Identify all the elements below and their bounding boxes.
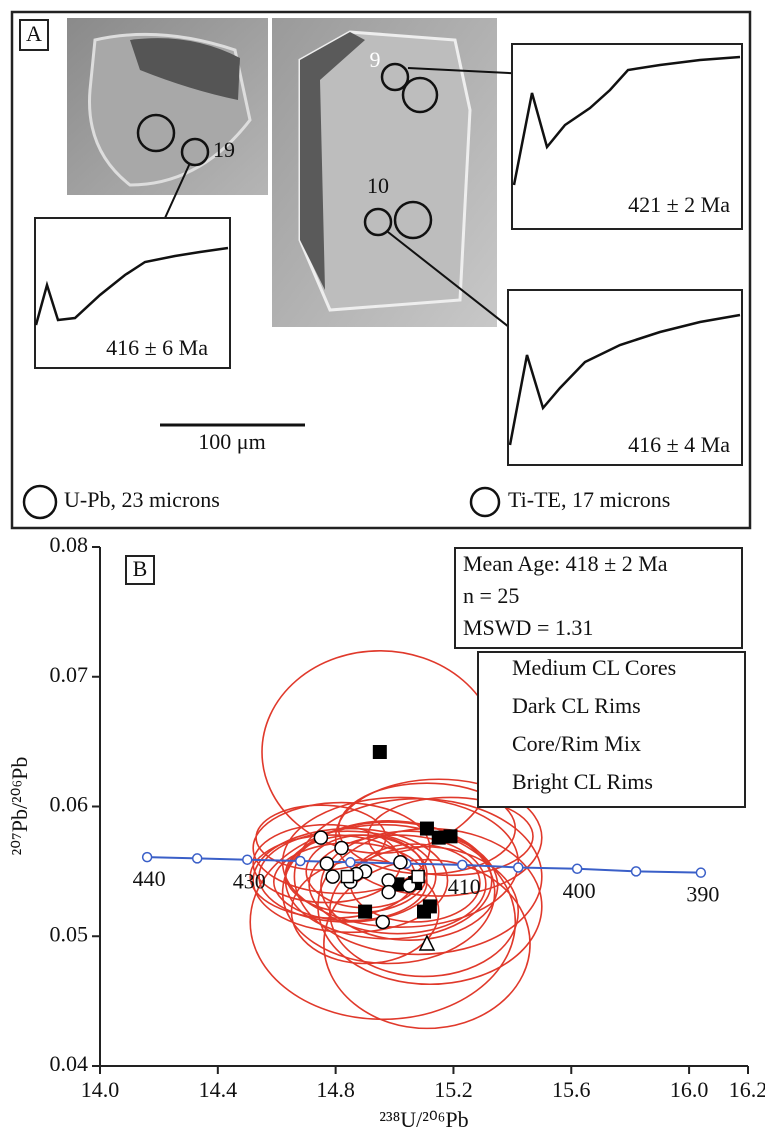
point <box>341 871 353 883</box>
point <box>358 905 372 919</box>
scale-label: 100 μm <box>198 429 265 454</box>
point <box>376 915 389 928</box>
x-tick-label: 15.2 <box>434 1077 473 1102</box>
concordia-marker <box>193 854 202 863</box>
point <box>326 870 339 883</box>
legend-label: U-Pb, 23 microns <box>64 487 220 512</box>
spot-label: 19 <box>213 137 235 162</box>
y-tick-label: 0.07 <box>50 662 89 687</box>
legend-label: Ti-TE, 17 microns <box>508 487 670 512</box>
x-tick-label: 16.2 <box>729 1077 765 1102</box>
x-tick-label: 14.4 <box>199 1077 238 1102</box>
legend-symbol <box>471 488 499 516</box>
x-tick-label: 14.0 <box>81 1077 120 1102</box>
stats-text: n = 25 <box>463 583 519 608</box>
concordia-marker <box>514 863 523 872</box>
concordia-marker <box>243 855 252 864</box>
y-axis-label: ²⁰⁷Pb/²⁰⁶Pb <box>7 757 32 856</box>
y-tick-label: 0.06 <box>50 792 89 817</box>
y-tick-label: 0.04 <box>50 1051 89 1076</box>
legend-label: Bright CL Rims <box>512 769 653 794</box>
y-tick-label: 0.08 <box>50 532 89 557</box>
legend-label: Medium CL Cores <box>512 655 676 680</box>
figure: A 19 9 10 <box>0 0 765 1135</box>
point <box>432 831 446 845</box>
x-tick-label: 14.8 <box>316 1077 355 1102</box>
point <box>394 856 407 869</box>
panel-label: B <box>133 556 148 581</box>
concordia-marker <box>143 853 152 862</box>
concordia-marker <box>458 860 467 869</box>
point <box>373 745 387 759</box>
concordia-marker <box>573 864 582 873</box>
point <box>314 831 327 844</box>
concordia-marker <box>696 868 705 877</box>
y-tick-label: 0.05 <box>50 921 89 946</box>
age-label: 416 ± 6 Ma <box>106 335 208 360</box>
concordia-marker <box>632 867 641 876</box>
panel-a: A 19 9 10 <box>12 12 750 528</box>
stats-text: Mean Age: 418 ± 2 Ma <box>463 551 668 576</box>
concordia-age-label: 400 <box>563 878 596 903</box>
point <box>335 842 348 855</box>
legend-label: Core/Rim Mix <box>512 731 641 756</box>
point <box>382 886 395 899</box>
age-label: 421 ± 2 Ma <box>628 192 730 217</box>
x-axis-label: ²³⁸U/²⁰⁶Pb <box>379 1107 468 1132</box>
legend-symbol <box>24 486 56 518</box>
concordia-age-label: 390 <box>686 882 719 907</box>
age-label: 416 ± 4 Ma <box>628 432 730 457</box>
legend-label: Dark CL Rims <box>512 693 641 718</box>
point <box>412 871 424 883</box>
stats-text: MSWD = 1.31 <box>463 615 593 640</box>
concordia-age-label: 440 <box>133 866 166 891</box>
panel-label: A <box>26 21 42 46</box>
spot-label: 10 <box>367 173 389 198</box>
point <box>320 857 333 870</box>
x-tick-label: 15.6 <box>552 1077 591 1102</box>
x-tick-label: 16.0 <box>670 1077 709 1102</box>
concordia-marker <box>296 856 305 865</box>
spot-label: 9 <box>370 47 381 72</box>
concordia-age-label: 410 <box>448 874 481 899</box>
concordia-marker <box>346 858 355 867</box>
panel-b: B ²³⁸U/²⁰⁶Pb ²⁰⁷Pb/²⁰⁶Pb <box>7 556 469 1132</box>
point <box>423 899 437 913</box>
concordia-age-label: 430 <box>233 869 266 894</box>
